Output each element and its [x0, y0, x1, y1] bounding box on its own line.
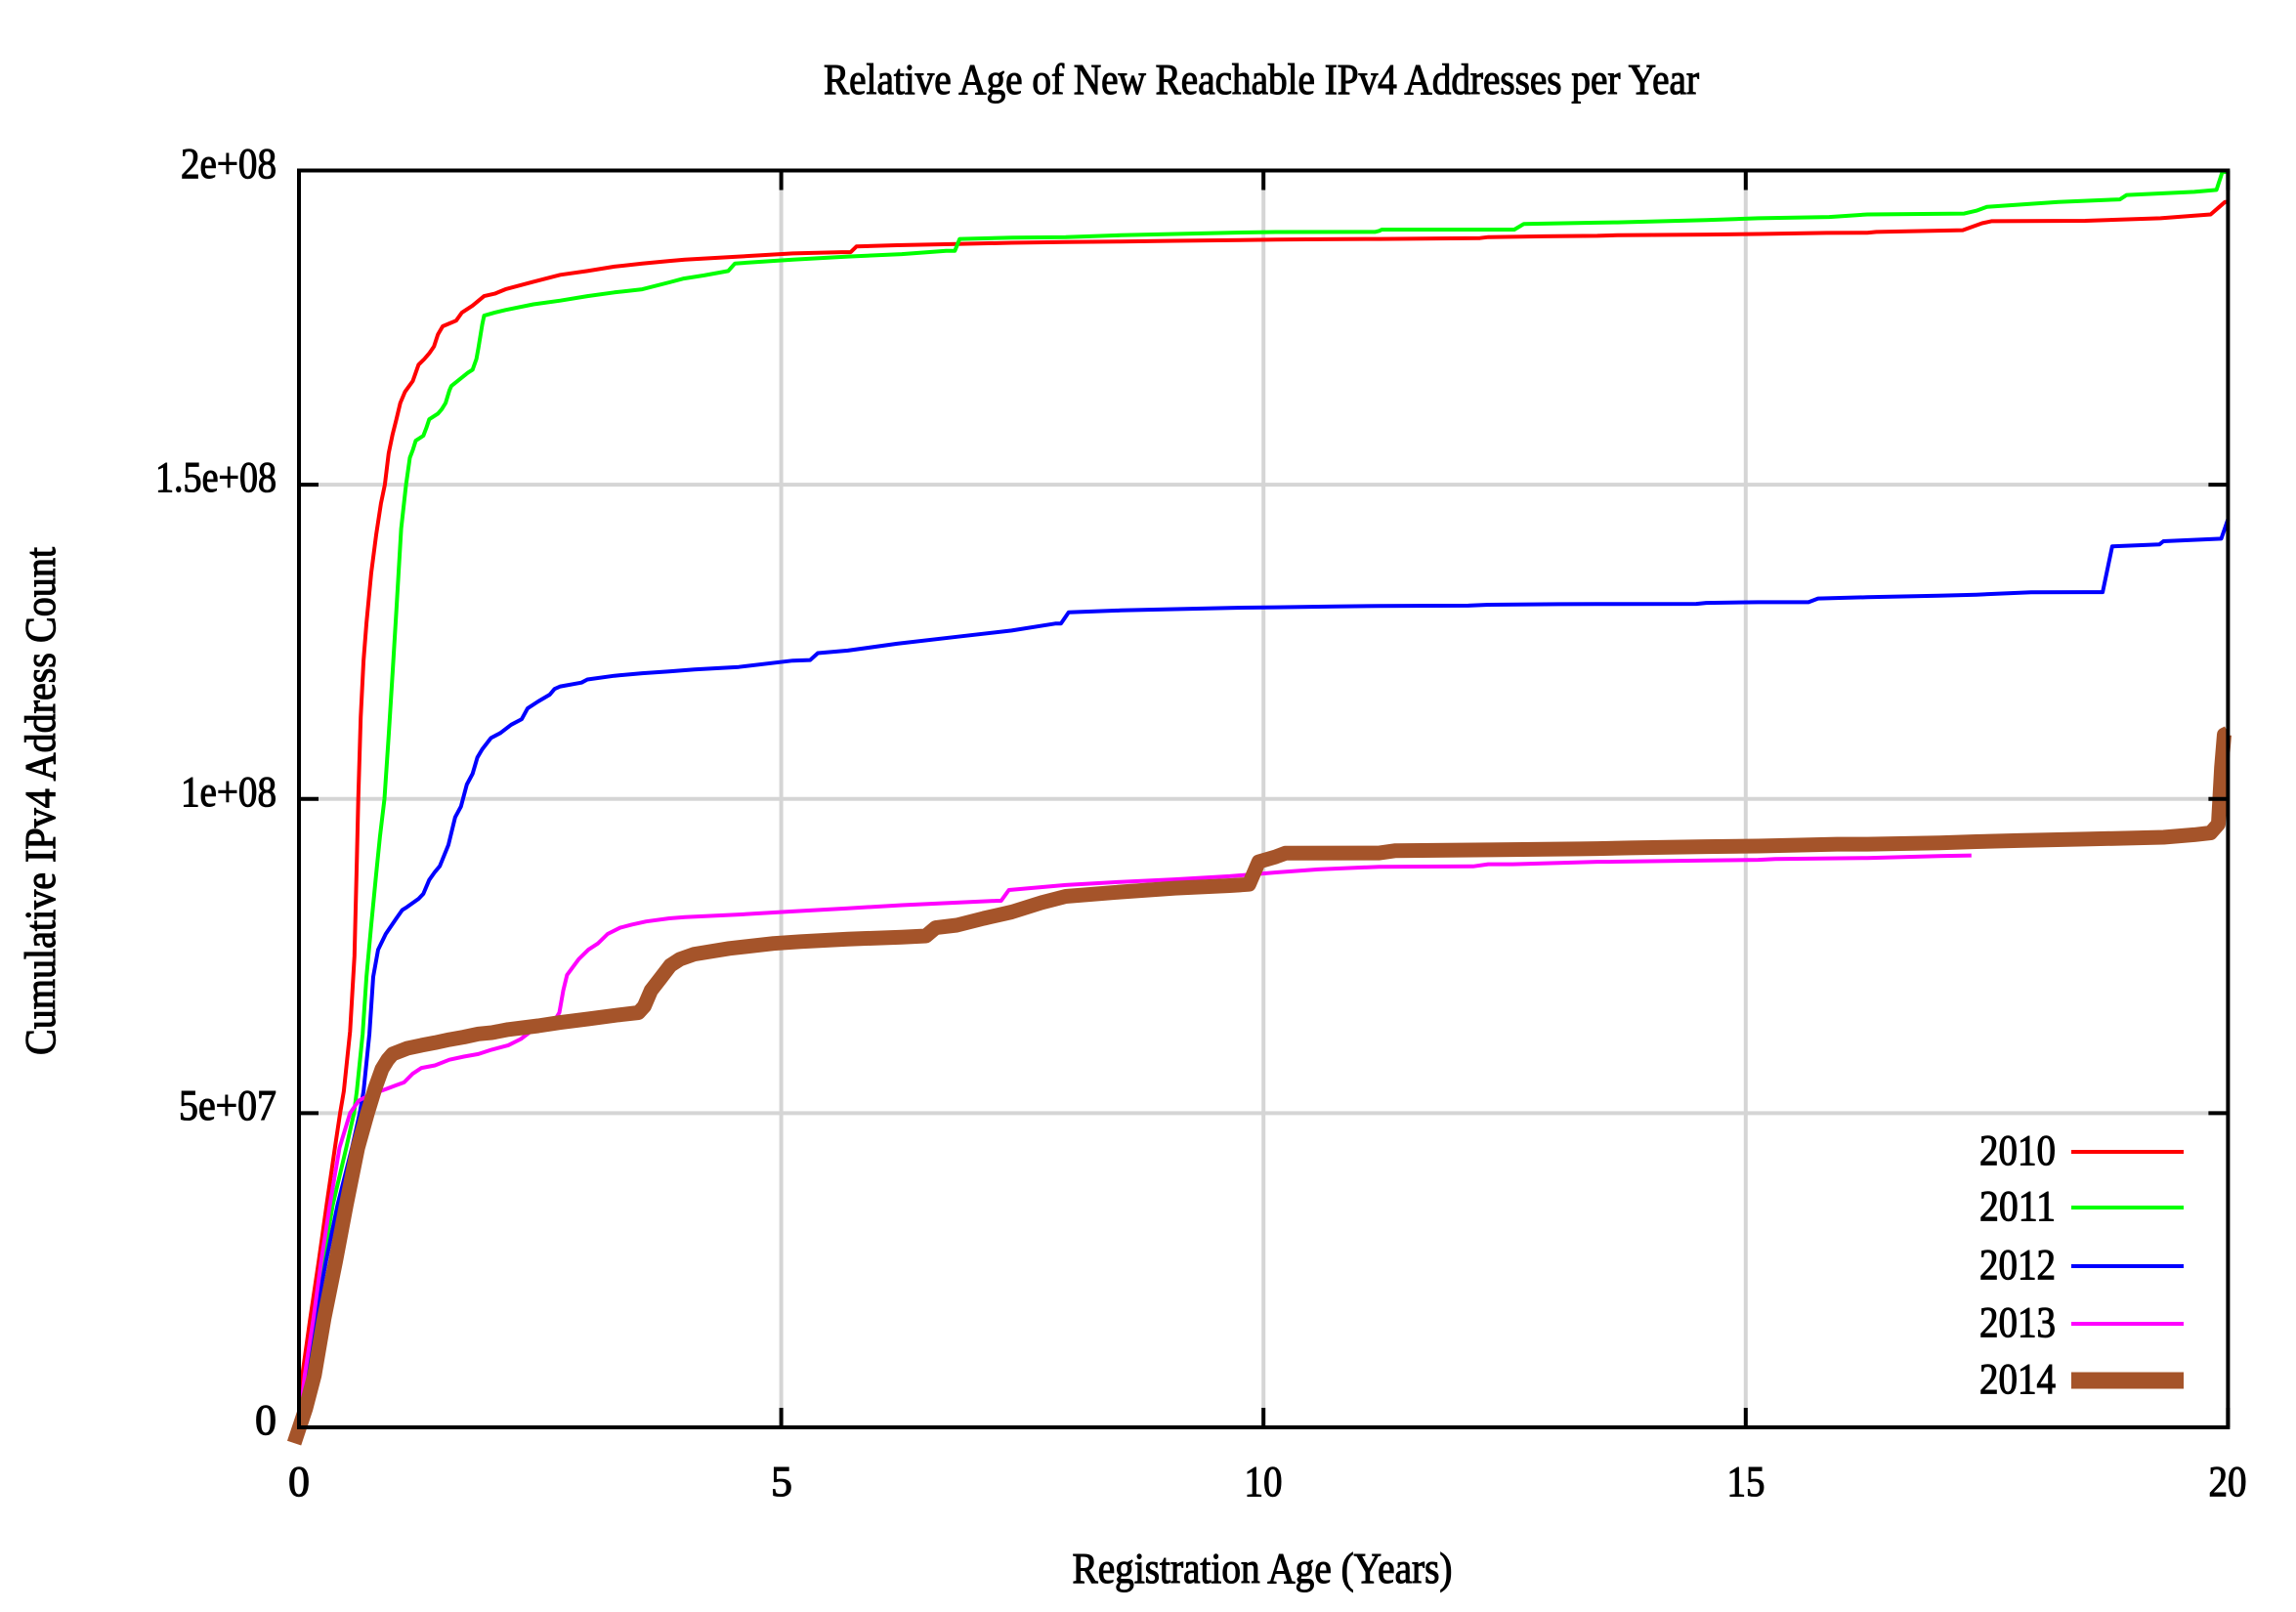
svg-text:Cumulative IPv4 Address Count: Cumulative IPv4 Address Count — [17, 547, 64, 1055]
svg-text:20: 20 — [2209, 1458, 2247, 1506]
svg-text:0: 0 — [255, 1396, 276, 1444]
svg-text:Registration Age (Years): Registration Age (Years) — [1073, 1545, 1453, 1592]
svg-text:2014: 2014 — [1979, 1355, 2056, 1403]
svg-text:2012: 2012 — [1979, 1241, 2056, 1289]
svg-text:1.5e+08: 1.5e+08 — [155, 453, 276, 501]
svg-text:10: 10 — [1245, 1458, 1283, 1506]
svg-text:1e+08: 1e+08 — [181, 768, 276, 816]
svg-text:5: 5 — [771, 1458, 792, 1506]
svg-text:Relative Age of New Reachable: Relative Age of New Reachable IPv4 Addre… — [824, 56, 1699, 104]
svg-text:5e+07: 5e+07 — [179, 1082, 276, 1129]
svg-text:15: 15 — [1727, 1458, 1765, 1506]
svg-text:2013: 2013 — [1979, 1298, 2056, 1346]
svg-text:2011: 2011 — [1979, 1182, 2056, 1230]
svg-text:0: 0 — [288, 1458, 310, 1506]
svg-text:2e+08: 2e+08 — [181, 140, 276, 188]
svg-text:2010: 2010 — [1979, 1126, 2056, 1174]
